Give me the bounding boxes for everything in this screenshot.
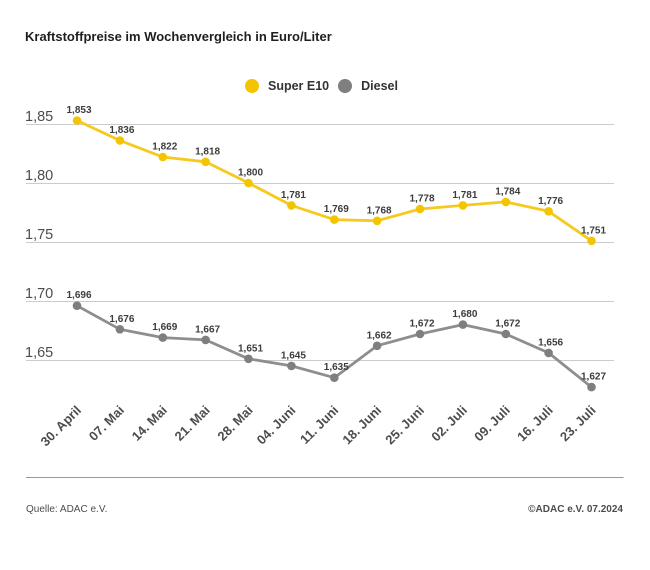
diesel-marker <box>244 354 253 364</box>
value-label: 1,667 <box>195 324 220 335</box>
diesel-marker <box>415 329 425 339</box>
value-label: 1,627 <box>581 372 606 383</box>
legend-item-super-e10: Super E10 <box>245 78 330 93</box>
value-label: 1,672 <box>495 319 520 330</box>
super-e10-marker <box>72 116 82 125</box>
x-axis-tick-label: 18. Juni <box>339 403 384 448</box>
super-e10-marker <box>544 207 553 216</box>
diesel-marker <box>372 341 382 351</box>
value-label: 1,781 <box>452 190 477 201</box>
legend-label-diesel: Diesel <box>361 78 398 93</box>
diesel-marker <box>587 382 596 392</box>
super-e10-marker <box>244 178 253 188</box>
value-label: 1,669 <box>152 322 177 333</box>
value-label: 1,853 <box>66 105 91 116</box>
super-e10-dot-icon <box>245 78 259 93</box>
super-e10-marker <box>330 215 339 224</box>
super-e10-marker <box>501 197 511 207</box>
value-label: 1,784 <box>495 186 520 197</box>
value-label: 1,645 <box>281 350 306 361</box>
super-e10-marker <box>415 204 425 214</box>
super-e10-marker <box>587 236 596 246</box>
source-note: Quelle: ADAC e.V. <box>26 504 108 515</box>
value-label: 1,672 <box>409 319 434 330</box>
value-label: 1,778 <box>409 194 434 205</box>
y-axis-tick-label: 1,65 <box>25 345 53 361</box>
x-axis-tick-label: 04. Juni <box>254 403 299 448</box>
diesel-marker <box>201 335 210 345</box>
x-axis-tick-label: 30. April <box>38 403 85 450</box>
x-axis-tick-label: 07. Mai <box>86 403 127 444</box>
value-label: 1,836 <box>109 125 134 136</box>
value-label: 1,769 <box>324 204 349 215</box>
diesel-marker <box>115 325 125 334</box>
value-label: 1,662 <box>367 330 392 341</box>
value-label: 1,680 <box>452 309 477 320</box>
copyright-note: ©ADAC e.V. 07.2024 <box>528 504 623 515</box>
diesel-marker <box>544 348 553 358</box>
diesel-dot-icon <box>338 78 353 93</box>
value-label: 1,656 <box>538 337 563 348</box>
x-axis-tick-label: 25. Juni <box>382 403 427 448</box>
diesel-marker <box>330 373 339 383</box>
legend-item-diesel: Diesel <box>338 78 398 93</box>
x-axis-tick-label: 02. Juli <box>428 403 470 445</box>
x-axis-tick-label: 14. Mai <box>129 403 170 444</box>
x-axis-tick-label: 11. Juni <box>297 403 341 447</box>
super-e10-marker <box>201 157 210 167</box>
legend: Super E10 Diesel <box>23 78 620 93</box>
value-label: 1,651 <box>238 343 263 354</box>
value-label: 1,635 <box>324 362 349 373</box>
diesel-marker <box>158 333 168 342</box>
x-axis-tick-label: 28. Mai <box>214 403 255 444</box>
legend-label-super-e10: Super E10 <box>268 78 330 93</box>
diesel-marker <box>72 301 82 311</box>
page-title: Kraftstoffpreise im Wochenvergleich in E… <box>25 29 332 44</box>
super-e10-marker <box>372 216 382 226</box>
y-axis-tick-label: 1,70 <box>25 286 53 302</box>
value-label: 1,822 <box>152 142 177 153</box>
super-e10-marker <box>458 201 468 210</box>
value-label: 1,781 <box>281 190 306 201</box>
x-axis-tick-label: 09. Juli <box>471 403 513 445</box>
y-axis-tick-label: 1,85 <box>25 109 53 125</box>
super-e10-marker <box>158 152 168 162</box>
x-axis-tick-label: 23. Juli <box>557 403 599 445</box>
value-label: 1,776 <box>538 196 563 207</box>
value-label: 1,751 <box>581 225 606 236</box>
x-axis-tick-label: 16. Juli <box>514 403 556 445</box>
value-label: 1,768 <box>367 205 392 216</box>
diesel-marker <box>501 329 511 339</box>
value-label: 1,676 <box>109 314 134 325</box>
value-label: 1,800 <box>238 168 263 179</box>
value-label: 1,696 <box>66 290 91 301</box>
diesel-marker <box>287 361 296 371</box>
diesel-marker <box>458 320 468 329</box>
value-label: 1,818 <box>195 146 220 157</box>
y-axis-tick-label: 1,75 <box>25 227 53 243</box>
super-e10-marker <box>115 136 125 145</box>
y-axis-tick-label: 1,80 <box>25 168 53 184</box>
x-axis-tick-label: 21. Mai <box>171 403 212 444</box>
super-e10-marker <box>287 201 296 210</box>
